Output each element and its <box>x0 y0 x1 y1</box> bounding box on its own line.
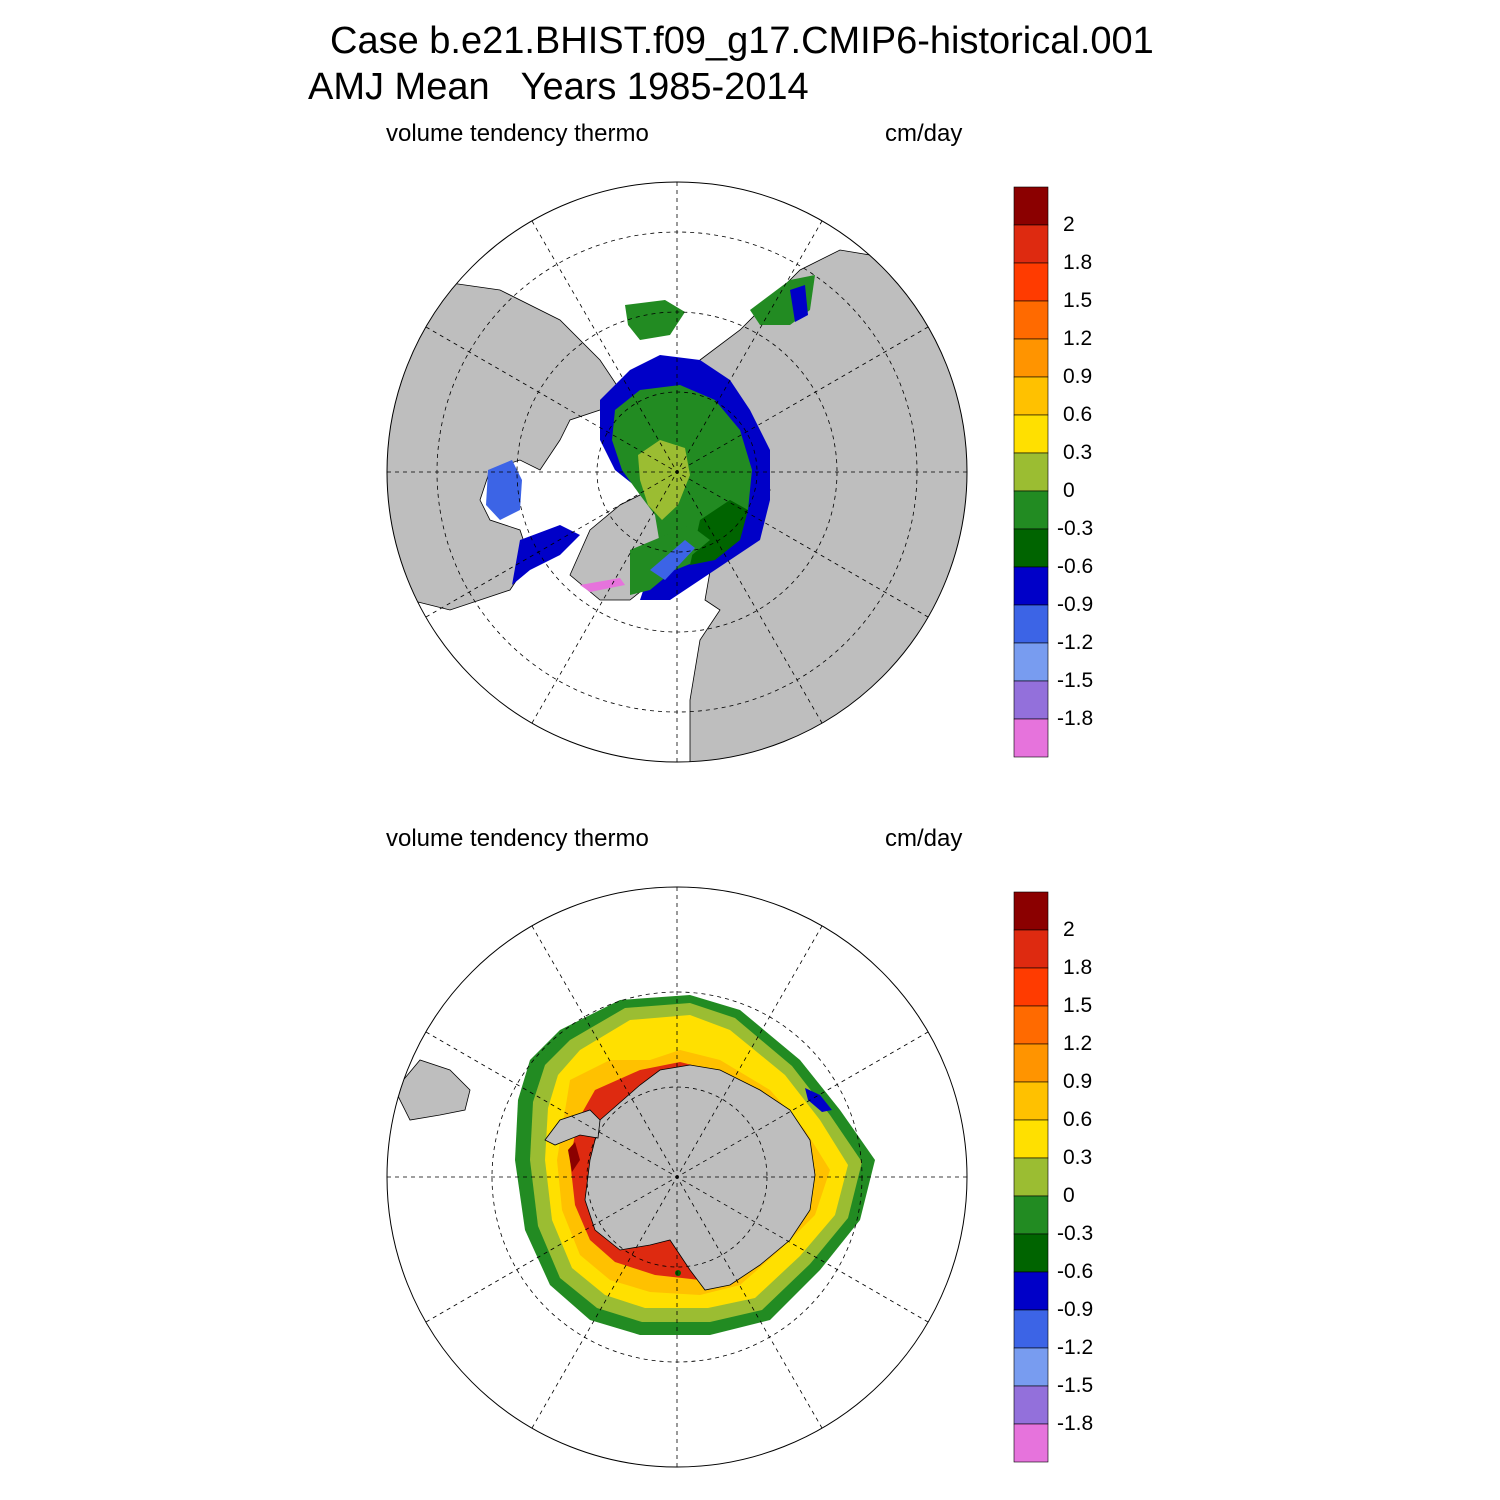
south-colorbar-tick-label: -1.8 <box>1057 1412 1094 1435</box>
south-colorbar-tick-label: 1.2 <box>1063 1032 1093 1055</box>
north-polar-map <box>386 181 968 763</box>
south-colorbar <box>1013 891 1049 1463</box>
north-colorbar-cell <box>1013 680 1049 720</box>
south-colorbar-cell <box>1013 1043 1049 1083</box>
north-colorbar-cell <box>1013 224 1049 264</box>
north-colorbar-cell <box>1013 414 1049 454</box>
south-colorbar-cell <box>1013 1309 1049 1349</box>
north-colorbar-tick-label: -1.2 <box>1057 631 1094 654</box>
south-units-label: cm/day <box>885 825 963 852</box>
north-colorbar-cell <box>1013 186 1049 226</box>
south-colorbar-cell <box>1013 1347 1049 1387</box>
north-colorbar <box>1013 186 1049 758</box>
south-colorbar-tick-label: 1.5 <box>1063 994 1093 1017</box>
north-colorbar-tick-label: -0.3 <box>1057 517 1094 540</box>
north-map-border <box>386 181 968 763</box>
north-colorbar-tick-label: -1.5 <box>1057 669 1094 692</box>
north-colorbar-cell <box>1013 490 1049 530</box>
south-colorbar-tick-label: 0.3 <box>1063 1146 1093 1169</box>
north-colorbar-tick-label: 0.3 <box>1063 441 1093 464</box>
north-colorbar-cell <box>1013 718 1049 758</box>
north-colorbar-tick-label: -1.8 <box>1057 707 1094 730</box>
north-colorbar-cell <box>1013 604 1049 644</box>
north-colorbar-tick-label: 0.9 <box>1063 365 1093 388</box>
north-colorbar-cell <box>1013 262 1049 302</box>
north-colorbar-cell <box>1013 376 1049 416</box>
north-colorbar-cell <box>1013 642 1049 682</box>
south-colorbar-cell <box>1013 891 1049 931</box>
north-colorbar-tick-label: -0.6 <box>1057 555 1094 578</box>
south-colorbar-cell <box>1013 967 1049 1007</box>
north-ice-lightgreen <box>638 440 690 520</box>
north-ice-hudson <box>486 460 522 520</box>
north-ice-barents-blue <box>650 540 695 580</box>
south-variable-label: volume tendency thermo <box>386 825 649 852</box>
south-polar-map <box>386 886 968 1468</box>
south-colorbar-cell <box>1013 1081 1049 1121</box>
south-colorbar-cell <box>1013 1005 1049 1045</box>
north-variable-label: volume tendency thermo <box>386 120 649 147</box>
north-colorbar-tick-label: 2 <box>1063 213 1075 236</box>
south-colorbar-cell <box>1013 1157 1049 1197</box>
north-colorbar-cell <box>1013 566 1049 606</box>
north-units-label: cm/day <box>885 120 963 147</box>
north-ice-okhotsk-blue <box>790 285 808 322</box>
south-colorbar-cell <box>1013 1195 1049 1235</box>
north-graticule <box>387 182 967 762</box>
south-colorbar-tick-label: -0.6 <box>1057 1260 1094 1283</box>
south-colorbar-cell <box>1013 929 1049 969</box>
north-ice-bering <box>625 300 685 340</box>
south-colorbar-tick-label: -0.9 <box>1057 1298 1094 1321</box>
north-colorbar-cell <box>1013 452 1049 492</box>
north-colorbar-cell <box>1013 528 1049 568</box>
south-graticule <box>387 887 967 1467</box>
south-colorbar-tick-label: 0.9 <box>1063 1070 1093 1093</box>
south-colorbar-tick-label: -1.2 <box>1057 1336 1094 1359</box>
south-colorbar-tick-label: 2 <box>1063 918 1075 941</box>
south-map-border <box>386 886 968 1468</box>
north-colorbar-tick-label: -0.9 <box>1057 593 1094 616</box>
south-land-antarctica <box>584 1064 816 1291</box>
south-land-south-america <box>394 1059 471 1121</box>
north-colorbar-cell <box>1013 338 1049 378</box>
south-colorbar-cell <box>1013 1233 1049 1273</box>
south-colorbar-cell <box>1013 1385 1049 1425</box>
north-colorbar-tick-label: 1.5 <box>1063 289 1093 312</box>
south-colorbar-tick-label: -1.5 <box>1057 1374 1094 1397</box>
north-colorbar-tick-label: 0 <box>1063 479 1075 502</box>
south-colorbar-tick-label: -0.3 <box>1057 1222 1094 1245</box>
south-ice-green-dot <box>675 1270 681 1276</box>
north-colorbar-tick-label: 0.6 <box>1063 403 1093 426</box>
north-ice-darkgreen <box>690 500 748 565</box>
subtitle-period: AMJ Mean Years 1985-2014 <box>308 66 809 108</box>
north-ice-baffin <box>512 525 580 585</box>
south-colorbar-cell <box>1013 1423 1049 1463</box>
south-land-peninsula <box>544 1109 601 1146</box>
south-colorbar-tick-label: 0.6 <box>1063 1108 1093 1131</box>
north-colorbar-tick-label: 1.2 <box>1063 327 1093 350</box>
main-title: Case b.e21.BHIST.f09_g17.CMIP6-historica… <box>330 20 1154 62</box>
south-ice-blue-patch <box>805 1088 832 1112</box>
south-colorbar-tick-label: 1.8 <box>1063 956 1093 979</box>
north-colorbar-tick-label: 1.8 <box>1063 251 1093 274</box>
south-colorbar-cell <box>1013 1119 1049 1159</box>
south-colorbar-cell <box>1013 1271 1049 1311</box>
north-colorbar-cell <box>1013 300 1049 340</box>
south-ice-darkred-spot <box>568 1142 580 1172</box>
south-colorbar-tick-label: 0 <box>1063 1184 1075 1207</box>
